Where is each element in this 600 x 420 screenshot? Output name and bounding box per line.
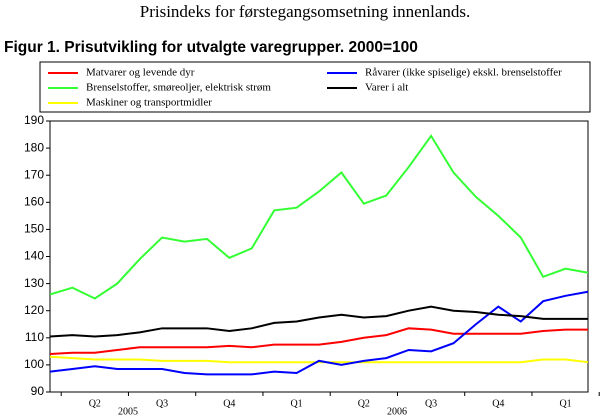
x-tick-label: Q1 xyxy=(290,398,302,409)
x-tick-label: Q2 xyxy=(358,398,370,409)
y-tick-label: 100 xyxy=(24,357,44,371)
y-tick-label: 140 xyxy=(24,249,44,263)
legend-label: Råvarer (ikke spiselige) ekskl. brensels… xyxy=(365,67,562,79)
y-tick-label: 160 xyxy=(24,194,44,208)
x-tick-label: Q4 xyxy=(223,398,235,409)
y-tick-label: 190 xyxy=(24,113,44,127)
year-label: 2006 xyxy=(387,406,407,417)
chart-title: Figur 1. Prisutvikling for utvalgte vare… xyxy=(4,39,418,56)
legend-label: Matvarer og levende dyr xyxy=(86,67,195,79)
legend-label: Brenselstoffer, smøreoljer, elektrisk st… xyxy=(86,82,271,94)
year-label: 2005 xyxy=(118,406,138,417)
y-tick-label: 120 xyxy=(24,303,44,317)
series-line xyxy=(49,327,588,356)
series-line xyxy=(49,134,589,300)
plot-frame xyxy=(49,120,589,393)
series-line xyxy=(49,290,589,376)
legend-box xyxy=(39,61,591,113)
y-tick-label: 150 xyxy=(24,222,44,236)
x-tick-label: Q4 xyxy=(492,398,504,409)
y-tick-label: 170 xyxy=(24,167,44,181)
legend-label: Varer i alt xyxy=(365,82,408,94)
x-tick-label: Q1 xyxy=(559,398,571,409)
x-tick-label: Q3 xyxy=(156,398,168,409)
series-line xyxy=(49,355,589,364)
x-tick-label: Q3 xyxy=(425,398,437,409)
legend-label: Maskiner og transportmidler xyxy=(86,97,212,109)
x-tick-label: Q2 xyxy=(89,398,101,409)
heading: Prisindeks for førstegangsomsetning inne… xyxy=(140,2,471,21)
y-tick-label: 180 xyxy=(24,140,44,154)
series-line xyxy=(49,305,588,338)
y-tick-label: 130 xyxy=(24,276,44,290)
y-tick-label: 110 xyxy=(25,330,44,344)
y-tick-label: 90 xyxy=(31,384,45,398)
